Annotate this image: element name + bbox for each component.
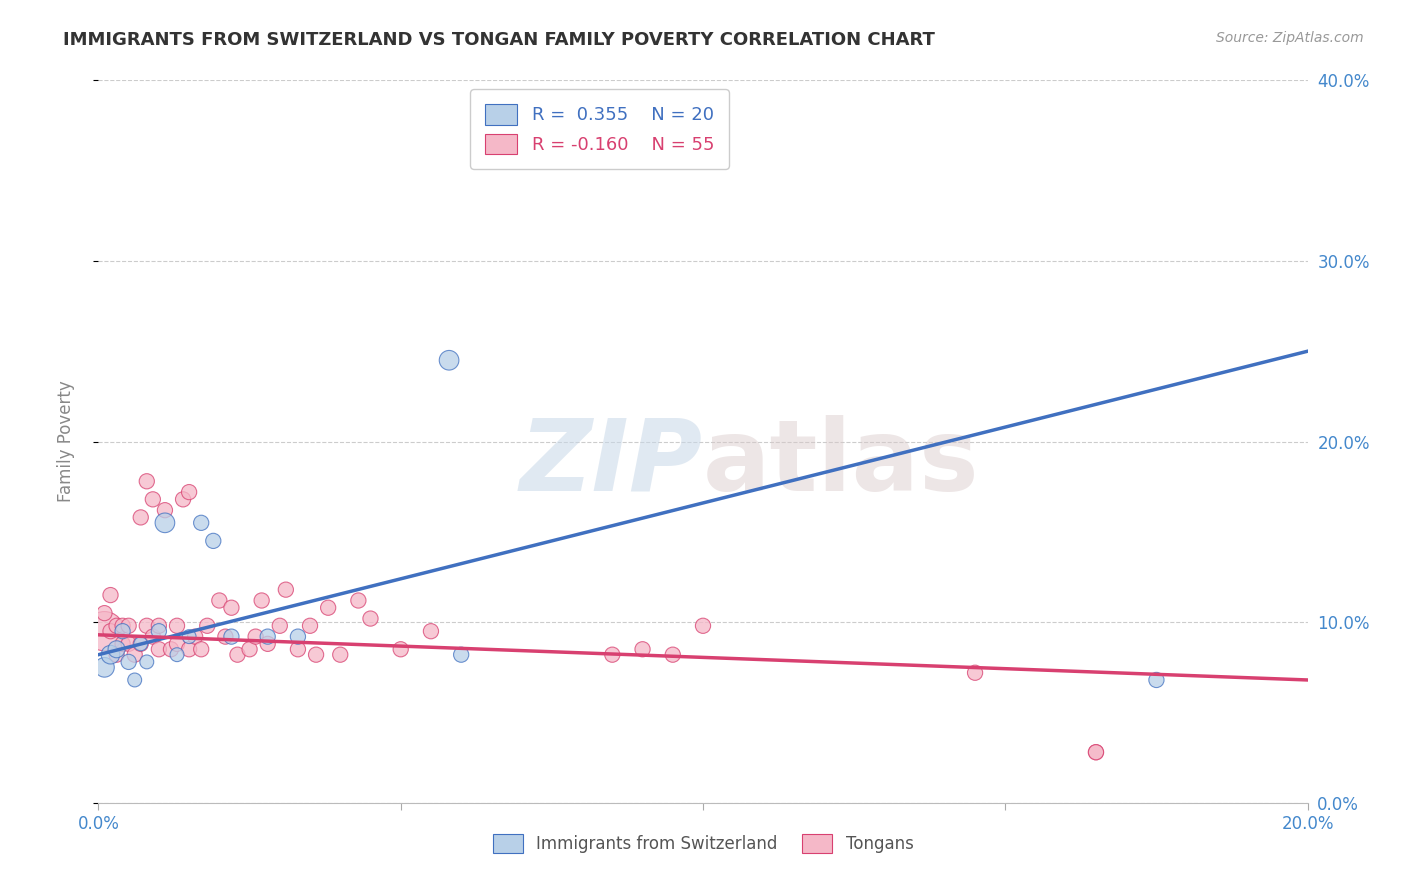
Point [221,630,243,644]
Point [239,642,262,657]
Point [118,619,141,633]
Point [1144,673,1167,687]
Point [118,655,141,669]
Point [221,600,243,615]
Point [437,353,460,368]
Point [287,642,309,657]
Point [631,642,654,657]
Point [190,516,212,530]
Point [661,648,683,662]
Point [179,485,201,500]
Point [135,619,157,633]
Point [105,642,128,657]
Point [160,642,183,657]
Y-axis label: Family Poverty: Family Poverty [56,381,75,502]
Legend: Immigrants from Switzerland, Tongans: Immigrants from Switzerland, Tongans [486,827,920,860]
Point [129,637,152,651]
Point [214,630,236,644]
Point [166,619,188,633]
Point [118,637,141,651]
Point [100,588,122,602]
Text: atlas: atlas [703,415,980,512]
Point [135,655,157,669]
Point [287,630,309,644]
Point [692,619,714,633]
Point [129,637,152,651]
Point [420,624,443,639]
Point [166,648,188,662]
Point [269,619,291,633]
Point [250,593,273,607]
Point [148,642,170,657]
Point [129,510,152,524]
Point [111,619,134,633]
Point [184,630,207,644]
Point [124,673,146,687]
Point [329,648,352,662]
Point [105,619,128,633]
Point [1085,745,1108,759]
Point [153,516,176,530]
Point [93,624,115,639]
Point [389,642,412,657]
Point [172,492,194,507]
Point [256,637,278,651]
Point [256,630,278,644]
Point [450,648,472,662]
Point [299,619,322,633]
Point [166,637,188,651]
Point [135,475,157,489]
Point [111,624,134,639]
Point [93,660,115,674]
Point [148,624,170,639]
Point [202,533,225,548]
Point [100,648,122,662]
Point [316,600,339,615]
Text: IMMIGRANTS FROM SWITZERLAND VS TONGAN FAMILY POVERTY CORRELATION CHART: IMMIGRANTS FROM SWITZERLAND VS TONGAN FA… [63,31,935,49]
Point [602,648,624,662]
Point [179,630,201,644]
Point [93,606,115,620]
Point [179,642,201,657]
Point [360,611,382,625]
Point [148,619,170,633]
Point [111,637,134,651]
Point [190,642,212,657]
Point [226,648,249,662]
Point [124,648,146,662]
Point [208,593,231,607]
Point [142,492,165,507]
Point [105,648,128,662]
Point [1085,745,1108,759]
Point [965,665,987,680]
Point [305,648,328,662]
Text: Source: ZipAtlas.com: Source: ZipAtlas.com [1216,31,1364,45]
Point [142,630,165,644]
Point [195,619,218,633]
Point [245,630,267,644]
Point [347,593,370,607]
Point [153,503,176,517]
Text: ZIP: ZIP [520,415,703,512]
Point [274,582,297,597]
Point [100,624,122,639]
